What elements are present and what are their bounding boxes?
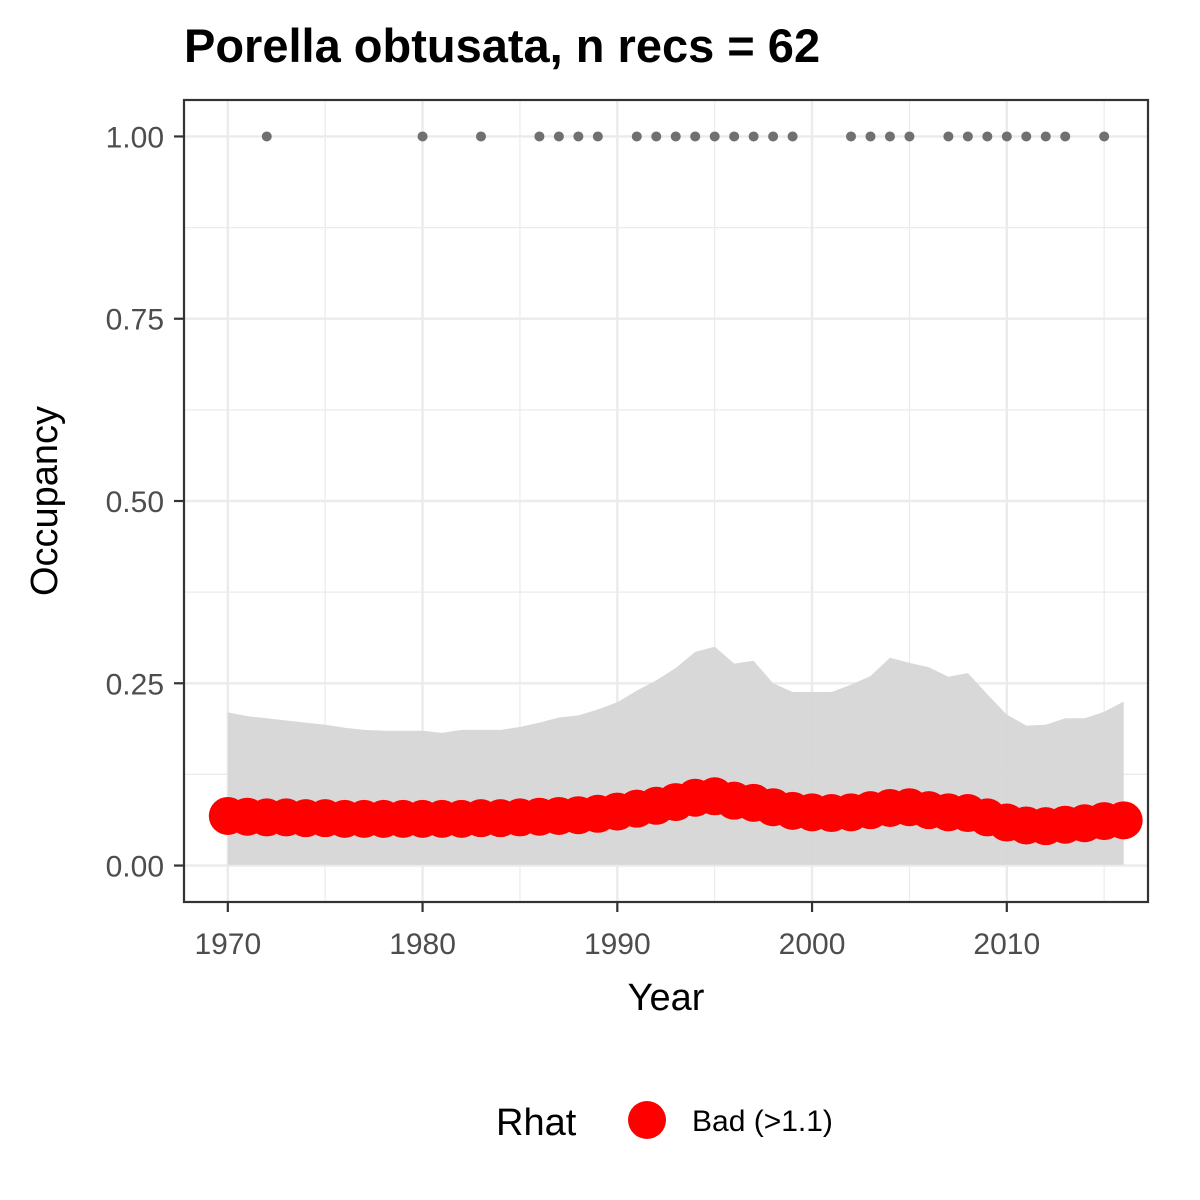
legend-key-bad [628, 1101, 666, 1139]
record-point [670, 131, 681, 142]
y-tick-label: 0.75 [106, 304, 164, 337]
record-point [553, 131, 564, 142]
x-tick-label: 1990 [584, 928, 651, 961]
y-axis: 0.00 0.25 0.50 0.75 1.00 [106, 121, 184, 884]
record-point [1040, 131, 1051, 142]
record-point [690, 131, 701, 142]
record-point [1021, 131, 1032, 142]
y-tick-label: 0.00 [106, 851, 164, 884]
record-point [592, 131, 603, 142]
record-point [982, 131, 993, 142]
legend: Rhat Bad (>1.1) [496, 1101, 833, 1144]
record-point [729, 131, 740, 142]
x-tick-label: 1980 [389, 928, 456, 961]
estimate-points [208, 777, 1143, 846]
record-point [962, 131, 973, 142]
record-point [631, 131, 642, 142]
x-tick-label: 1970 [194, 928, 261, 961]
x-tick-label: 2010 [973, 928, 1040, 961]
y-tick-label: 0.50 [106, 486, 164, 519]
record-point [1060, 131, 1071, 142]
record-point [475, 131, 486, 142]
record-point [709, 131, 720, 142]
legend-title: Rhat [496, 1102, 577, 1144]
record-point [651, 131, 662, 142]
record-point [1099, 131, 1110, 142]
x-axis-title: Year [628, 977, 705, 1019]
y-axis-title: Occupancy [24, 406, 66, 596]
record-point [748, 131, 759, 142]
record-point [865, 131, 876, 142]
record-point [261, 131, 272, 142]
record-point [534, 131, 545, 142]
record-points [261, 131, 1110, 142]
record-point [904, 131, 915, 142]
record-point [884, 131, 895, 142]
record-point [943, 131, 954, 142]
record-point [846, 131, 857, 142]
chart-title: Porella obtusata, n recs = 62 [184, 19, 820, 72]
y-tick-label: 1.00 [106, 121, 164, 154]
record-point [1001, 131, 1012, 142]
estimate-point [1104, 801, 1143, 840]
record-point [573, 131, 584, 142]
record-point [768, 131, 779, 142]
x-axis: 1970 1980 1990 2000 2010 [194, 902, 1040, 961]
record-point [787, 131, 798, 142]
record-point [417, 131, 428, 142]
y-tick-label: 0.25 [106, 668, 164, 701]
legend-label-bad: Bad (>1.1) [692, 1105, 833, 1138]
x-tick-label: 2000 [779, 928, 846, 961]
